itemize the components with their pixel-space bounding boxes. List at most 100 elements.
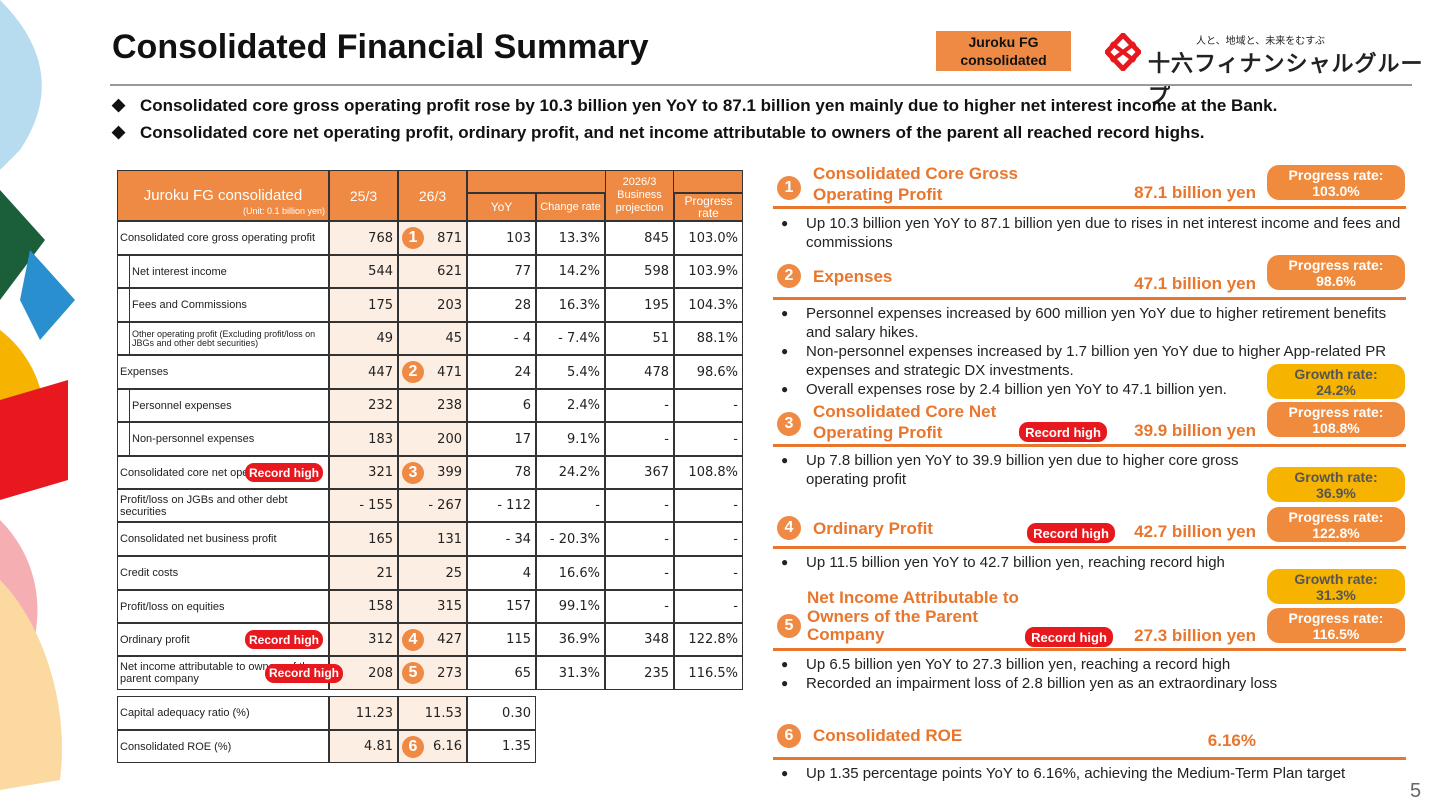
table-cell: 208 — [329, 656, 398, 690]
column-header: 26/3 — [398, 170, 467, 221]
record-badge: Record high — [245, 463, 323, 482]
section-number: 4 — [777, 516, 801, 540]
row-frame — [117, 255, 129, 288]
table-cell: - — [605, 489, 674, 522]
table-cell: - — [674, 556, 743, 590]
section-number: 1 — [777, 176, 801, 200]
table-cell: - 7.4% — [536, 322, 605, 355]
table-cell: 51 — [605, 322, 674, 355]
table-cell: 235 — [605, 656, 674, 690]
row-label: Other operating profit (Excluding profit… — [129, 322, 329, 355]
logo-tagline: 人と、地域と、未来をむすぶ — [1196, 36, 1325, 47]
table-cell: 98.6% — [674, 355, 743, 389]
column-header: Progress rate — [674, 193, 743, 221]
row-label: Personnel expenses — [129, 389, 329, 422]
table-header: Juroku FG consolidated — [117, 170, 329, 221]
progress-rate: Progress rate: 98.6% — [1267, 255, 1405, 290]
section-bullet: Up 7.8 billion yen YoY to 39.9 billion y… — [779, 451, 1239, 489]
divider — [110, 84, 1412, 86]
record-badge: Record high — [265, 663, 343, 683]
section-value: 6.16% — [1207, 731, 1256, 750]
table-cell: 871 — [398, 221, 467, 255]
table-cell: 131 — [398, 522, 467, 556]
section-value: 39.9 billion yen — [1134, 421, 1256, 440]
table-cell: 4 — [467, 556, 536, 590]
section-line — [773, 546, 1406, 549]
table-cell: 122.8% — [674, 623, 743, 656]
progress-rate: Progress rate: 122.8% — [1267, 507, 1405, 542]
table-cell: 65 — [467, 656, 536, 690]
table-cell: 103.0% — [674, 221, 743, 255]
column-header: Change rate — [536, 193, 605, 221]
record-badge: Record high — [1025, 627, 1113, 647]
marker: 1 — [402, 227, 424, 249]
table-cell: 24.2% — [536, 456, 605, 489]
table-cell: 165 — [329, 522, 398, 556]
table-cell: - — [674, 522, 743, 556]
marker: 6 — [402, 735, 424, 758]
column-header: 25/3 — [329, 170, 398, 221]
table-cell: - 4 — [467, 322, 536, 355]
table-cell: 478 — [605, 355, 674, 389]
growth-rate: Growth rate: 36.9% — [1267, 467, 1405, 502]
table-cell: 621 — [398, 255, 467, 288]
section-value: 27.3 billion yen — [1134, 626, 1256, 645]
table-cell: 183 — [329, 422, 398, 456]
table-cell: 17 — [467, 422, 536, 456]
row-label: Profit/loss on JGBs and other debt secur… — [117, 489, 329, 522]
section-line — [773, 757, 1406, 760]
title: Consolidated Financial Summary — [112, 28, 649, 66]
section-number: 2 — [777, 264, 801, 288]
table-cell: - 112 — [467, 489, 536, 522]
table-cell: 4.81 — [329, 730, 398, 763]
table-cell: 16.6% — [536, 556, 605, 590]
table-cell: - 34 — [467, 522, 536, 556]
unit-label: (Unit: 0.1 billion yen) — [242, 206, 325, 216]
row-label: Net interest income — [129, 255, 329, 288]
table-cell: 11.53 — [398, 696, 467, 730]
table-cell: - — [605, 556, 674, 590]
table-cell: 157 — [467, 590, 536, 623]
table-cell: - — [674, 422, 743, 456]
row-frame — [117, 288, 129, 322]
summary-bullet: Consolidated core net operating profit, … — [140, 123, 1205, 142]
logo-icon — [1105, 33, 1141, 71]
row-label: Consolidated core gross operating profit — [117, 221, 329, 255]
row-label: Consolidated ROE (%) — [117, 730, 329, 763]
section-value: 87.1 billion yen — [1134, 183, 1256, 202]
table-cell: - — [674, 489, 743, 522]
table-cell: 78 — [467, 456, 536, 489]
row-label: Capital adequacy ratio (%) — [117, 696, 329, 730]
section-line — [773, 206, 1406, 209]
table-cell: 16.3% — [536, 288, 605, 322]
section-bullet: Up 11.5 billion yen YoY to 42.7 billion … — [779, 553, 1411, 572]
row-frame — [117, 389, 129, 422]
badge: Juroku FG consolidated — [936, 31, 1071, 71]
logo-name: 十六フィナンシャルグループ — [1148, 51, 1424, 108]
table-cell: 598 — [605, 255, 674, 288]
growth-rate: Growth rate: 31.3% — [1267, 569, 1405, 604]
row-label: Expenses — [117, 355, 329, 389]
section-title: Ordinary Profit — [813, 519, 933, 538]
table-cell: 103 — [467, 221, 536, 255]
table-cell: 5.4% — [536, 355, 605, 389]
growth-rate: Growth rate: 24.2% — [1267, 364, 1405, 399]
table-cell: 108.8% — [674, 456, 743, 489]
table-cell: 28 — [467, 288, 536, 322]
table-cell: 315 — [398, 590, 467, 623]
table-cell: 158 — [329, 590, 398, 623]
table-cell: 367 — [605, 456, 674, 489]
marker: 3 — [402, 461, 424, 484]
section-number: 6 — [777, 724, 801, 748]
section-bullet: Non-personnel expenses increased by 1.7 … — [779, 342, 1411, 380]
section-bullet: Up 10.3 billion yen YoY to 87.1 billion … — [779, 214, 1411, 252]
table-cell: 77 — [467, 255, 536, 288]
table-cell: 11.23 — [329, 696, 398, 730]
column-header: 2026/3 Business projection — [605, 170, 674, 221]
table-cell: 321 — [329, 456, 398, 489]
table-cell: 6 — [467, 389, 536, 422]
table-cell: 31.3% — [536, 656, 605, 690]
table-cell: 13.3% — [536, 221, 605, 255]
row-frame — [117, 422, 129, 456]
table-cell: 768 — [329, 221, 398, 255]
